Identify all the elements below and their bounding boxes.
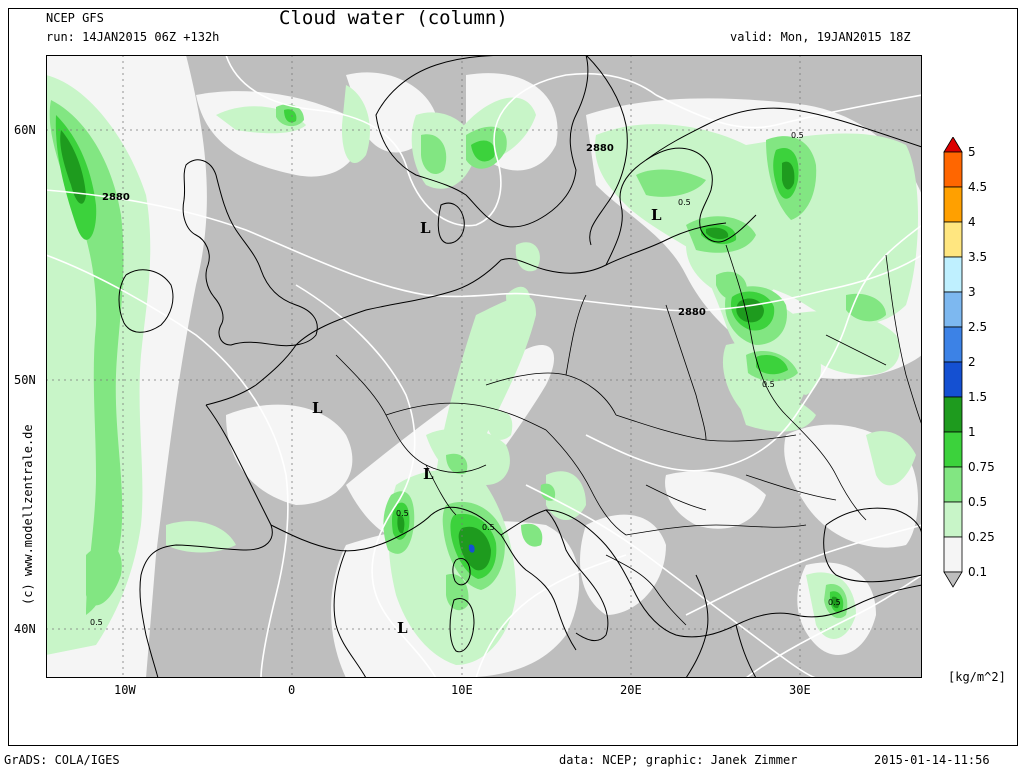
contour-label: 2880 xyxy=(586,143,614,154)
lat-label-60n: 60N xyxy=(14,123,36,137)
map-border xyxy=(46,55,922,678)
value-label: 0.5 xyxy=(678,198,691,207)
low-marker: L xyxy=(423,465,434,483)
lon-label-10w: 10W xyxy=(114,683,136,697)
legend-label: 0.75 xyxy=(968,460,995,474)
contour-label: 2880 xyxy=(102,192,130,203)
legend-label: 1 xyxy=(968,425,976,439)
legend-swatch xyxy=(943,501,963,538)
legend-swatch xyxy=(943,326,963,363)
value-label: 0.5 xyxy=(828,598,841,607)
legend-label: 0.5 xyxy=(968,495,987,509)
legend-label: 0.1 xyxy=(968,565,987,579)
value-label: 0.5 xyxy=(482,523,495,532)
lat-label-40n: 40N xyxy=(14,622,36,636)
value-label: 0.5 xyxy=(762,380,775,389)
field-1 xyxy=(60,130,840,609)
watermark: (c) www.modellzentrale.de xyxy=(21,424,35,605)
map-title: Cloud water (column) xyxy=(279,7,508,29)
data-credit: data: NCEP; graphic: Janek Zimmer xyxy=(559,753,798,767)
software-credit: GrADS: COLA/IGES xyxy=(4,753,120,767)
low-marker: L xyxy=(397,619,408,637)
legend-label: 4 xyxy=(968,215,976,229)
country-borders xyxy=(335,244,922,626)
low-marker: L xyxy=(312,399,323,417)
legend-swatch xyxy=(943,151,963,188)
legend-swatch xyxy=(943,256,963,293)
weather-map: L L L L L 2880 2880 2880 0.5 0.5 0.5 0.5… xyxy=(46,55,922,678)
low-marker: L xyxy=(420,219,431,237)
run-info: run: 14JAN2015 06Z +132h xyxy=(46,30,220,44)
legend-label: 3 xyxy=(968,285,976,299)
lon-label-10e: 10E xyxy=(451,683,473,697)
legend-unit: [kg/m^2] xyxy=(948,670,1006,684)
lon-label-30e: 30E xyxy=(789,683,811,697)
legend-swatch-bottom xyxy=(943,571,963,588)
lon-label-0: 0 xyxy=(288,683,296,697)
valid-time: valid: Mon, 19JAN2015 18Z xyxy=(730,30,911,44)
legend-label: 3.5 xyxy=(968,250,987,264)
legend-swatch xyxy=(943,431,963,468)
lon-label-20e: 20E xyxy=(620,683,642,697)
graticule xyxy=(46,55,922,678)
legend-swatch xyxy=(943,186,963,223)
timestamp: 2015-01-14-11:56 xyxy=(874,753,990,767)
low-marker: L xyxy=(651,206,662,224)
legend-label: 5 xyxy=(968,145,976,159)
field-1-5 xyxy=(468,544,475,553)
coastlines xyxy=(118,55,922,678)
legend-swatch xyxy=(943,361,963,398)
model-name: NCEP GFS xyxy=(46,11,104,25)
legend-swatch xyxy=(943,536,963,573)
legend-swatch xyxy=(943,221,963,258)
legend-swatch xyxy=(943,466,963,503)
lat-label-50n: 50N xyxy=(14,373,36,387)
legend-swatch xyxy=(943,291,963,328)
legend-swatch xyxy=(943,396,963,433)
legend-label: 0.25 xyxy=(968,530,995,544)
legend-label: 4.5 xyxy=(968,180,987,194)
contour-label: 2880 xyxy=(678,307,706,318)
legend-label: 2.5 xyxy=(968,320,987,334)
value-label: 0.5 xyxy=(396,509,409,518)
color-legend: 5 4.5 4 3.5 3 2.5 2 1.5 1 0.75 0.5 0.25 0.1 xyxy=(943,137,995,588)
value-label: 0.5 xyxy=(90,618,103,627)
legend-label: 1.5 xyxy=(968,390,987,404)
legend-swatch-top xyxy=(943,137,963,153)
figure-frame xyxy=(8,8,1018,746)
value-label: 0.5 xyxy=(791,131,804,140)
legend-label: 2 xyxy=(968,355,976,369)
